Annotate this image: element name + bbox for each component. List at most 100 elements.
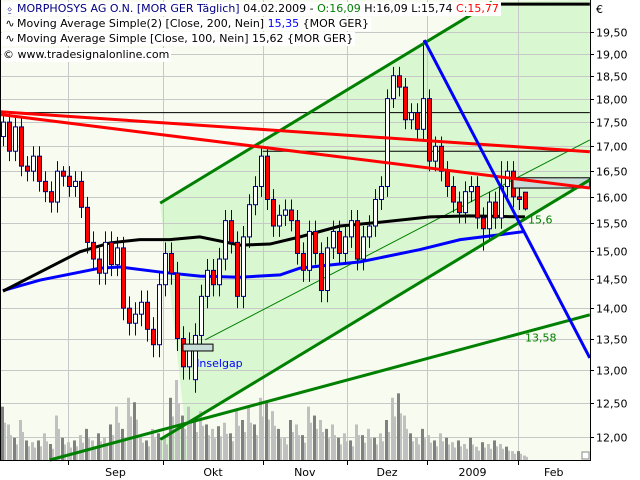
y-tick-label: 19,00 xyxy=(596,49,628,62)
volume-bar xyxy=(280,438,282,460)
volume-bar xyxy=(373,437,376,460)
candle-body xyxy=(241,236,246,297)
candle xyxy=(493,191,498,229)
volume-bar xyxy=(226,433,228,460)
volume-bar xyxy=(262,416,264,460)
candle xyxy=(163,242,168,297)
candle xyxy=(439,136,444,182)
volume-bar xyxy=(391,397,394,460)
candle-body xyxy=(31,155,36,172)
volume-bar xyxy=(352,446,354,460)
candle-body xyxy=(235,241,240,297)
candle xyxy=(271,189,276,237)
volume-bar xyxy=(16,444,18,460)
legend-ma100[interactable]: ∿ Moving Average Simple [Close, 100, Nein… xyxy=(2,32,356,46)
volume-bar xyxy=(94,446,96,460)
legend-suffix: {MOR GER} xyxy=(302,17,370,30)
candle xyxy=(415,103,420,139)
candle-body xyxy=(367,225,372,238)
volume-bar xyxy=(385,420,388,460)
volume-bar xyxy=(124,438,126,460)
resize-handle-icon[interactable] xyxy=(581,451,590,460)
candle-body xyxy=(103,241,108,274)
volume-bar xyxy=(439,433,442,460)
volume-bar xyxy=(190,422,192,460)
candle-body xyxy=(403,86,408,121)
volume-bar xyxy=(466,448,468,460)
legend-label: Moving Average Simple(2) [Close, 200, Ne… xyxy=(17,17,265,30)
x-tick-label: Sep xyxy=(105,466,126,479)
volume-bar xyxy=(157,433,160,460)
candle-body xyxy=(379,185,384,200)
y-tick-label: 15,50 xyxy=(596,218,628,231)
candle xyxy=(73,171,78,197)
candle-body xyxy=(55,170,60,203)
candle xyxy=(247,194,252,248)
candle xyxy=(295,209,300,265)
volume-bar xyxy=(223,422,226,460)
candle-body xyxy=(463,191,468,214)
candle xyxy=(115,236,120,277)
volume-bar xyxy=(220,436,222,460)
candle-body xyxy=(175,272,180,340)
candle-body xyxy=(283,209,288,216)
volume-bar xyxy=(358,435,360,460)
candle xyxy=(175,261,180,351)
volume-bar xyxy=(376,444,378,460)
indicator-wave-icon: ∿ xyxy=(5,32,15,45)
volume-bar xyxy=(121,428,124,460)
volume-bar xyxy=(472,444,474,460)
volume-bar xyxy=(517,451,520,460)
legend-ma200[interactable]: ∿ Moving Average Simple(2) [Close, 200, N… xyxy=(2,17,372,31)
volume-bar xyxy=(325,428,328,460)
y-tick-label: 13,50 xyxy=(596,334,628,347)
candle xyxy=(421,40,426,139)
volume-bar xyxy=(487,444,490,460)
volume-bar xyxy=(64,444,66,460)
volume-bar xyxy=(79,435,82,460)
candle-body xyxy=(409,112,414,121)
candle-body xyxy=(49,191,54,203)
candle-body xyxy=(373,198,378,227)
candle-body xyxy=(19,126,24,167)
volume-bar xyxy=(499,444,502,460)
candle xyxy=(61,166,66,187)
volume-bar xyxy=(43,433,46,460)
volume-bar xyxy=(400,413,402,460)
candle-body xyxy=(391,75,396,100)
candle xyxy=(49,181,54,213)
volume-bar xyxy=(307,406,310,460)
legend-label: Moving Average Simple [Close, 100, Nein] xyxy=(17,32,249,45)
volume-bar xyxy=(316,428,318,460)
candle xyxy=(343,226,348,265)
volume-bar xyxy=(268,419,270,460)
candle xyxy=(331,220,336,260)
volume-bar xyxy=(127,397,130,460)
y-tick-label: 17,50 xyxy=(596,117,628,130)
volume-bar xyxy=(256,435,258,460)
volume-bar xyxy=(355,424,358,460)
candle-body xyxy=(247,204,252,238)
volume-bar xyxy=(514,453,516,460)
candle xyxy=(487,191,492,240)
candle-body xyxy=(475,185,480,219)
candle xyxy=(103,231,108,285)
volume-bar xyxy=(193,420,196,460)
volume-bar xyxy=(364,442,366,460)
volume-bar xyxy=(61,437,64,460)
candle xyxy=(145,290,150,342)
candle xyxy=(37,146,42,192)
volume-bar xyxy=(520,453,522,460)
volume-bar xyxy=(508,450,510,460)
volume-bar xyxy=(34,447,36,460)
volume-bar xyxy=(49,444,52,460)
volume-bar xyxy=(526,456,528,460)
candle-body xyxy=(325,247,330,292)
candle xyxy=(313,220,318,265)
candle-body xyxy=(115,247,120,266)
candle-body xyxy=(211,269,216,286)
volume-bar xyxy=(334,435,336,460)
candle xyxy=(277,204,282,237)
volume-bar xyxy=(433,440,436,460)
legend-value: 15,35 xyxy=(267,17,300,30)
